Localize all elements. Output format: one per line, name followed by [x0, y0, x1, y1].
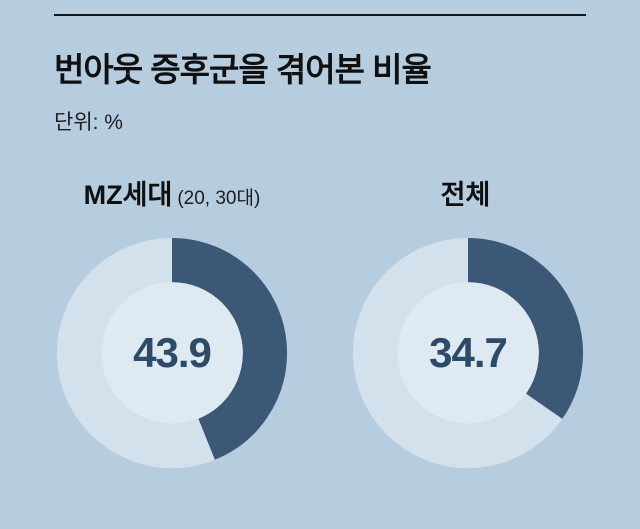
chart-label-total: 전체 [441, 179, 496, 215]
charts-row: MZ세대 (20, 30대) 43.9 전체 34.7 [54, 179, 586, 471]
donut-ring-mz [56, 237, 288, 469]
donut-mz: 43.9 [54, 235, 290, 471]
donut-chart-mz: MZ세대 (20, 30대) 43.9 [54, 179, 290, 471]
donut-total: 34.7 [350, 235, 586, 471]
donut-value-mz: 43.9 [133, 329, 212, 376]
unit-label: 단위: % [54, 111, 123, 134]
chart-label-total-name: 전체 [440, 180, 491, 210]
chart-label-mz-note: (20, 30대) [177, 188, 261, 209]
donut-ring-total [352, 237, 584, 469]
donut-chart-total: 전체 34.7 [350, 179, 586, 471]
donut-value-total: 34.7 [429, 329, 508, 376]
chart-title: 번아웃 증후군을 겪어본 비율 [54, 51, 432, 88]
chart-label-mz-name: MZ세대 [83, 180, 173, 210]
top-divider [54, 14, 586, 16]
chart-label-mz: MZ세대 (20, 30대) [84, 179, 261, 215]
